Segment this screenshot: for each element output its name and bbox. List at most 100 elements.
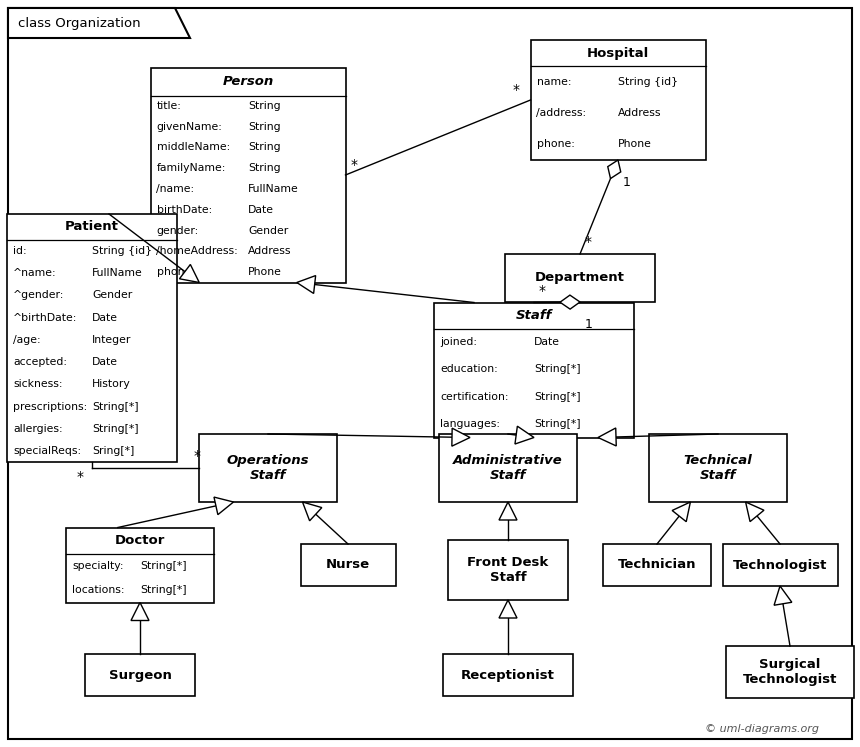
Text: FullName: FullName xyxy=(92,268,143,279)
Text: String {id}: String {id} xyxy=(618,77,678,87)
Text: middleName:: middleName: xyxy=(157,143,230,152)
Text: certification:: certification: xyxy=(440,391,508,402)
Bar xyxy=(443,654,573,696)
Text: Administrative
Staff: Administrative Staff xyxy=(453,454,563,482)
Text: phone:: phone: xyxy=(157,267,194,277)
Polygon shape xyxy=(499,600,517,618)
Text: Person: Person xyxy=(223,75,273,88)
Polygon shape xyxy=(131,603,149,621)
Polygon shape xyxy=(673,502,691,521)
Text: Front Desk
Staff: Front Desk Staff xyxy=(467,556,549,584)
Polygon shape xyxy=(774,586,792,605)
Text: 1: 1 xyxy=(623,176,631,188)
Text: allergies:: allergies: xyxy=(13,424,63,434)
Text: String {id}: String {id} xyxy=(92,246,152,256)
Text: Date: Date xyxy=(92,357,118,367)
Polygon shape xyxy=(180,264,200,282)
Text: *: * xyxy=(194,449,201,463)
Bar xyxy=(531,40,705,160)
Text: Technologist: Technologist xyxy=(733,559,827,571)
Text: Date: Date xyxy=(92,313,118,323)
Polygon shape xyxy=(214,497,234,515)
Text: title:: title: xyxy=(157,101,181,111)
Text: /address:: /address: xyxy=(537,108,587,118)
Text: *: * xyxy=(539,284,546,297)
Text: locations:: locations: xyxy=(72,585,125,595)
Bar xyxy=(722,544,838,586)
Text: Date: Date xyxy=(534,337,560,347)
Bar xyxy=(7,214,177,462)
Text: /age:: /age: xyxy=(13,335,40,345)
Text: /homeAddress:: /homeAddress: xyxy=(157,247,238,256)
Bar xyxy=(150,67,346,282)
Text: /name:: /name: xyxy=(157,184,194,194)
Bar xyxy=(505,254,655,302)
Text: name:: name: xyxy=(537,77,571,87)
Text: History: History xyxy=(92,379,131,389)
Text: Phone: Phone xyxy=(618,140,652,149)
Text: String: String xyxy=(248,101,280,111)
Text: languages:: languages: xyxy=(440,419,500,429)
Text: Technician: Technician xyxy=(617,559,697,571)
Text: Phone: Phone xyxy=(248,267,282,277)
Text: FullName: FullName xyxy=(248,184,298,194)
Text: Sring[*]: Sring[*] xyxy=(92,446,134,456)
Text: accepted:: accepted: xyxy=(13,357,67,367)
Text: String[*]: String[*] xyxy=(140,561,187,571)
Text: Surgical
Technologist: Surgical Technologist xyxy=(743,658,837,686)
Text: *: * xyxy=(585,235,592,249)
Text: Gender: Gender xyxy=(248,226,288,235)
Bar xyxy=(726,646,854,698)
Text: ^birthDate:: ^birthDate: xyxy=(13,313,77,323)
Bar xyxy=(434,303,634,438)
Text: Date: Date xyxy=(248,205,274,215)
Bar xyxy=(603,544,711,586)
Bar xyxy=(300,544,396,586)
Text: Operations
Staff: Operations Staff xyxy=(227,454,310,482)
Polygon shape xyxy=(515,427,534,444)
Text: ^name:: ^name: xyxy=(13,268,57,279)
Text: Surgeon: Surgeon xyxy=(108,669,171,681)
Text: *: * xyxy=(77,470,84,484)
Polygon shape xyxy=(746,502,764,521)
Text: Department: Department xyxy=(535,271,625,285)
Text: *: * xyxy=(351,158,358,172)
Text: Doctor: Doctor xyxy=(115,534,165,547)
Text: familyName:: familyName: xyxy=(157,164,226,173)
Text: © uml-diagrams.org: © uml-diagrams.org xyxy=(705,724,819,734)
Text: id:: id: xyxy=(13,246,27,256)
Text: Patient: Patient xyxy=(65,220,119,234)
Polygon shape xyxy=(608,160,621,179)
Polygon shape xyxy=(8,8,190,38)
Text: String: String xyxy=(248,164,280,173)
Text: Integer: Integer xyxy=(92,335,132,345)
Text: String[*]: String[*] xyxy=(534,365,580,374)
Text: String[*]: String[*] xyxy=(140,585,187,595)
Text: Hospital: Hospital xyxy=(587,46,649,60)
Bar xyxy=(439,434,577,502)
Text: String: String xyxy=(248,143,280,152)
Bar xyxy=(199,434,337,502)
Text: Address: Address xyxy=(248,247,292,256)
Text: Staff: Staff xyxy=(516,309,552,322)
Text: Gender: Gender xyxy=(92,291,132,300)
Bar xyxy=(85,654,195,696)
Text: joined:: joined: xyxy=(440,337,477,347)
Text: Address: Address xyxy=(618,108,661,118)
Polygon shape xyxy=(499,502,517,520)
Text: birthDate:: birthDate: xyxy=(157,205,212,215)
Text: String[*]: String[*] xyxy=(534,391,580,402)
Text: givenName:: givenName: xyxy=(157,122,223,131)
Text: sickness:: sickness: xyxy=(13,379,63,389)
Text: String: String xyxy=(248,122,280,131)
Text: 1: 1 xyxy=(585,317,593,330)
Polygon shape xyxy=(297,276,316,294)
Text: education:: education: xyxy=(440,365,498,374)
Bar xyxy=(649,434,787,502)
Text: Receptionist: Receptionist xyxy=(461,669,555,681)
Text: ^gender:: ^gender: xyxy=(13,291,64,300)
Text: String[*]: String[*] xyxy=(534,419,580,429)
Text: String[*]: String[*] xyxy=(92,401,138,412)
Text: phone:: phone: xyxy=(537,140,574,149)
Text: gender:: gender: xyxy=(157,226,199,235)
